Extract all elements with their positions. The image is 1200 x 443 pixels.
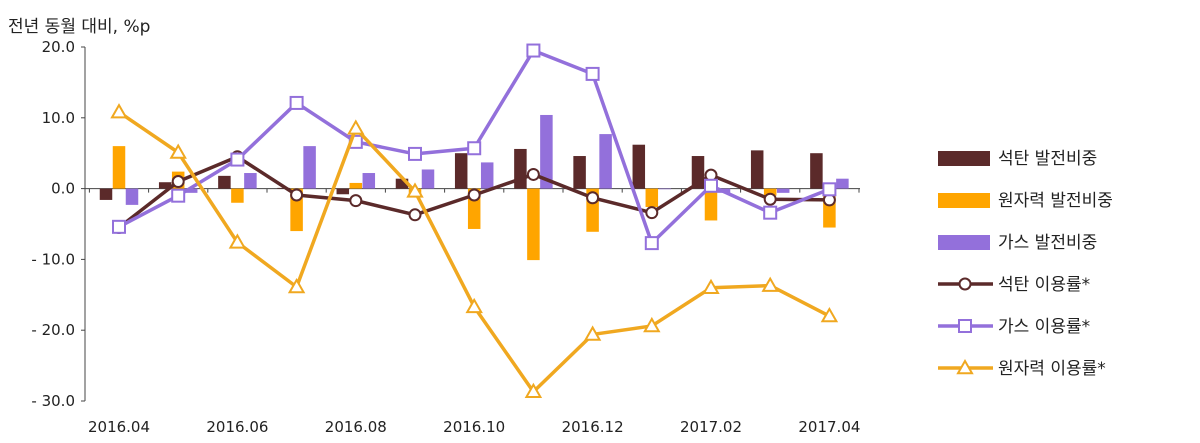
bar bbox=[158, 182, 172, 189]
unit-label: 전년 동월 대비, %p bbox=[8, 17, 151, 37]
point-marker bbox=[645, 206, 659, 220]
bar-layer bbox=[99, 114, 849, 261]
bar bbox=[362, 173, 376, 189]
bar bbox=[810, 153, 823, 189]
legend-label: 가스 발전비중 bbox=[998, 233, 1097, 253]
point-marker bbox=[583, 325, 602, 341]
point-marker bbox=[230, 152, 245, 167]
bar bbox=[599, 134, 612, 189]
point-marker bbox=[820, 307, 839, 323]
axes: 20.0 10.0 0.0 - 10.0 - 20.0 - 30.0 2016.04 2016… bbox=[31, 38, 860, 436]
bar bbox=[125, 188, 139, 205]
x-tick-label: 2017.04 bbox=[798, 418, 860, 436]
point-marker bbox=[171, 188, 186, 203]
point-marker bbox=[763, 205, 778, 220]
point-marker bbox=[585, 66, 600, 81]
bar bbox=[395, 178, 409, 189]
point-marker bbox=[526, 43, 541, 58]
x-tick-label: 2016.04 bbox=[88, 418, 150, 436]
legend-label: 원자력 이용률* bbox=[998, 359, 1106, 379]
bar bbox=[645, 188, 659, 208]
point-marker bbox=[586, 191, 600, 205]
x-tick-label: 2017.02 bbox=[680, 418, 742, 436]
bar bbox=[244, 173, 257, 189]
bar bbox=[540, 114, 553, 189]
bar bbox=[99, 188, 113, 200]
bar bbox=[836, 178, 849, 189]
legend-swatch bbox=[938, 193, 990, 208]
point-marker bbox=[408, 208, 422, 222]
bar bbox=[658, 188, 672, 190]
line-layer bbox=[110, 43, 839, 399]
bar bbox=[480, 162, 494, 189]
point-marker bbox=[956, 358, 974, 375]
legend-swatch bbox=[938, 151, 990, 166]
point-marker bbox=[958, 277, 972, 291]
point-marker bbox=[289, 95, 304, 110]
point-marker bbox=[526, 167, 540, 181]
point-marker bbox=[347, 119, 365, 135]
point-marker bbox=[763, 192, 777, 206]
bar bbox=[454, 153, 468, 189]
point-marker bbox=[644, 236, 659, 251]
bar bbox=[336, 188, 350, 195]
point-marker bbox=[406, 182, 424, 198]
bar bbox=[218, 175, 231, 189]
legend-swatch bbox=[938, 235, 990, 250]
point-marker bbox=[349, 194, 363, 208]
point-marker bbox=[704, 178, 718, 193]
x-tick-label: 2016.10 bbox=[443, 418, 505, 436]
point-marker bbox=[169, 143, 187, 159]
bar bbox=[231, 188, 244, 203]
bar bbox=[527, 188, 540, 261]
point-marker bbox=[408, 146, 422, 161]
bar bbox=[763, 188, 777, 196]
point-marker bbox=[643, 316, 661, 333]
bar bbox=[349, 182, 363, 189]
y-tick-label: 10.0 bbox=[42, 109, 75, 127]
bar bbox=[184, 188, 198, 193]
point-marker bbox=[467, 188, 481, 202]
point-marker bbox=[228, 233, 247, 249]
y-tick-label: - 30.0 bbox=[31, 392, 75, 410]
point-marker bbox=[287, 277, 306, 294]
bar bbox=[514, 148, 527, 189]
point-marker bbox=[761, 276, 779, 292]
bar bbox=[750, 150, 764, 189]
bar bbox=[421, 169, 435, 189]
legend-label: 원자력 발전비중 bbox=[998, 191, 1113, 211]
y-tick-label: 20.0 bbox=[42, 38, 75, 56]
bar bbox=[112, 146, 126, 189]
point-marker bbox=[524, 382, 543, 399]
legend-label: 가스 이용률* bbox=[998, 317, 1090, 337]
bar bbox=[632, 144, 646, 189]
bar bbox=[303, 146, 316, 189]
point-marker bbox=[702, 278, 720, 294]
point-marker bbox=[822, 182, 837, 197]
point-marker bbox=[467, 141, 482, 156]
bar bbox=[704, 188, 718, 221]
point-marker bbox=[465, 297, 483, 314]
point-marker bbox=[290, 188, 304, 202]
point-marker bbox=[110, 103, 128, 119]
point-marker bbox=[171, 175, 185, 189]
point-marker bbox=[112, 219, 126, 234]
bar bbox=[573, 156, 586, 189]
x-tick-label: 2016.06 bbox=[206, 418, 268, 436]
y-tick-label: - 20.0 bbox=[31, 321, 75, 339]
legend-label: 석탄 이용률* bbox=[998, 275, 1090, 295]
y-tick-label: 0.0 bbox=[51, 180, 75, 198]
legend-label: 석탄 발전비중 bbox=[998, 149, 1097, 169]
x-tick-label: 2016.08 bbox=[325, 418, 387, 436]
point-marker bbox=[958, 319, 972, 333]
x-tick-label: 2016.12 bbox=[562, 418, 624, 436]
y-tick-label: - 10.0 bbox=[31, 250, 75, 268]
bar bbox=[776, 188, 790, 193]
